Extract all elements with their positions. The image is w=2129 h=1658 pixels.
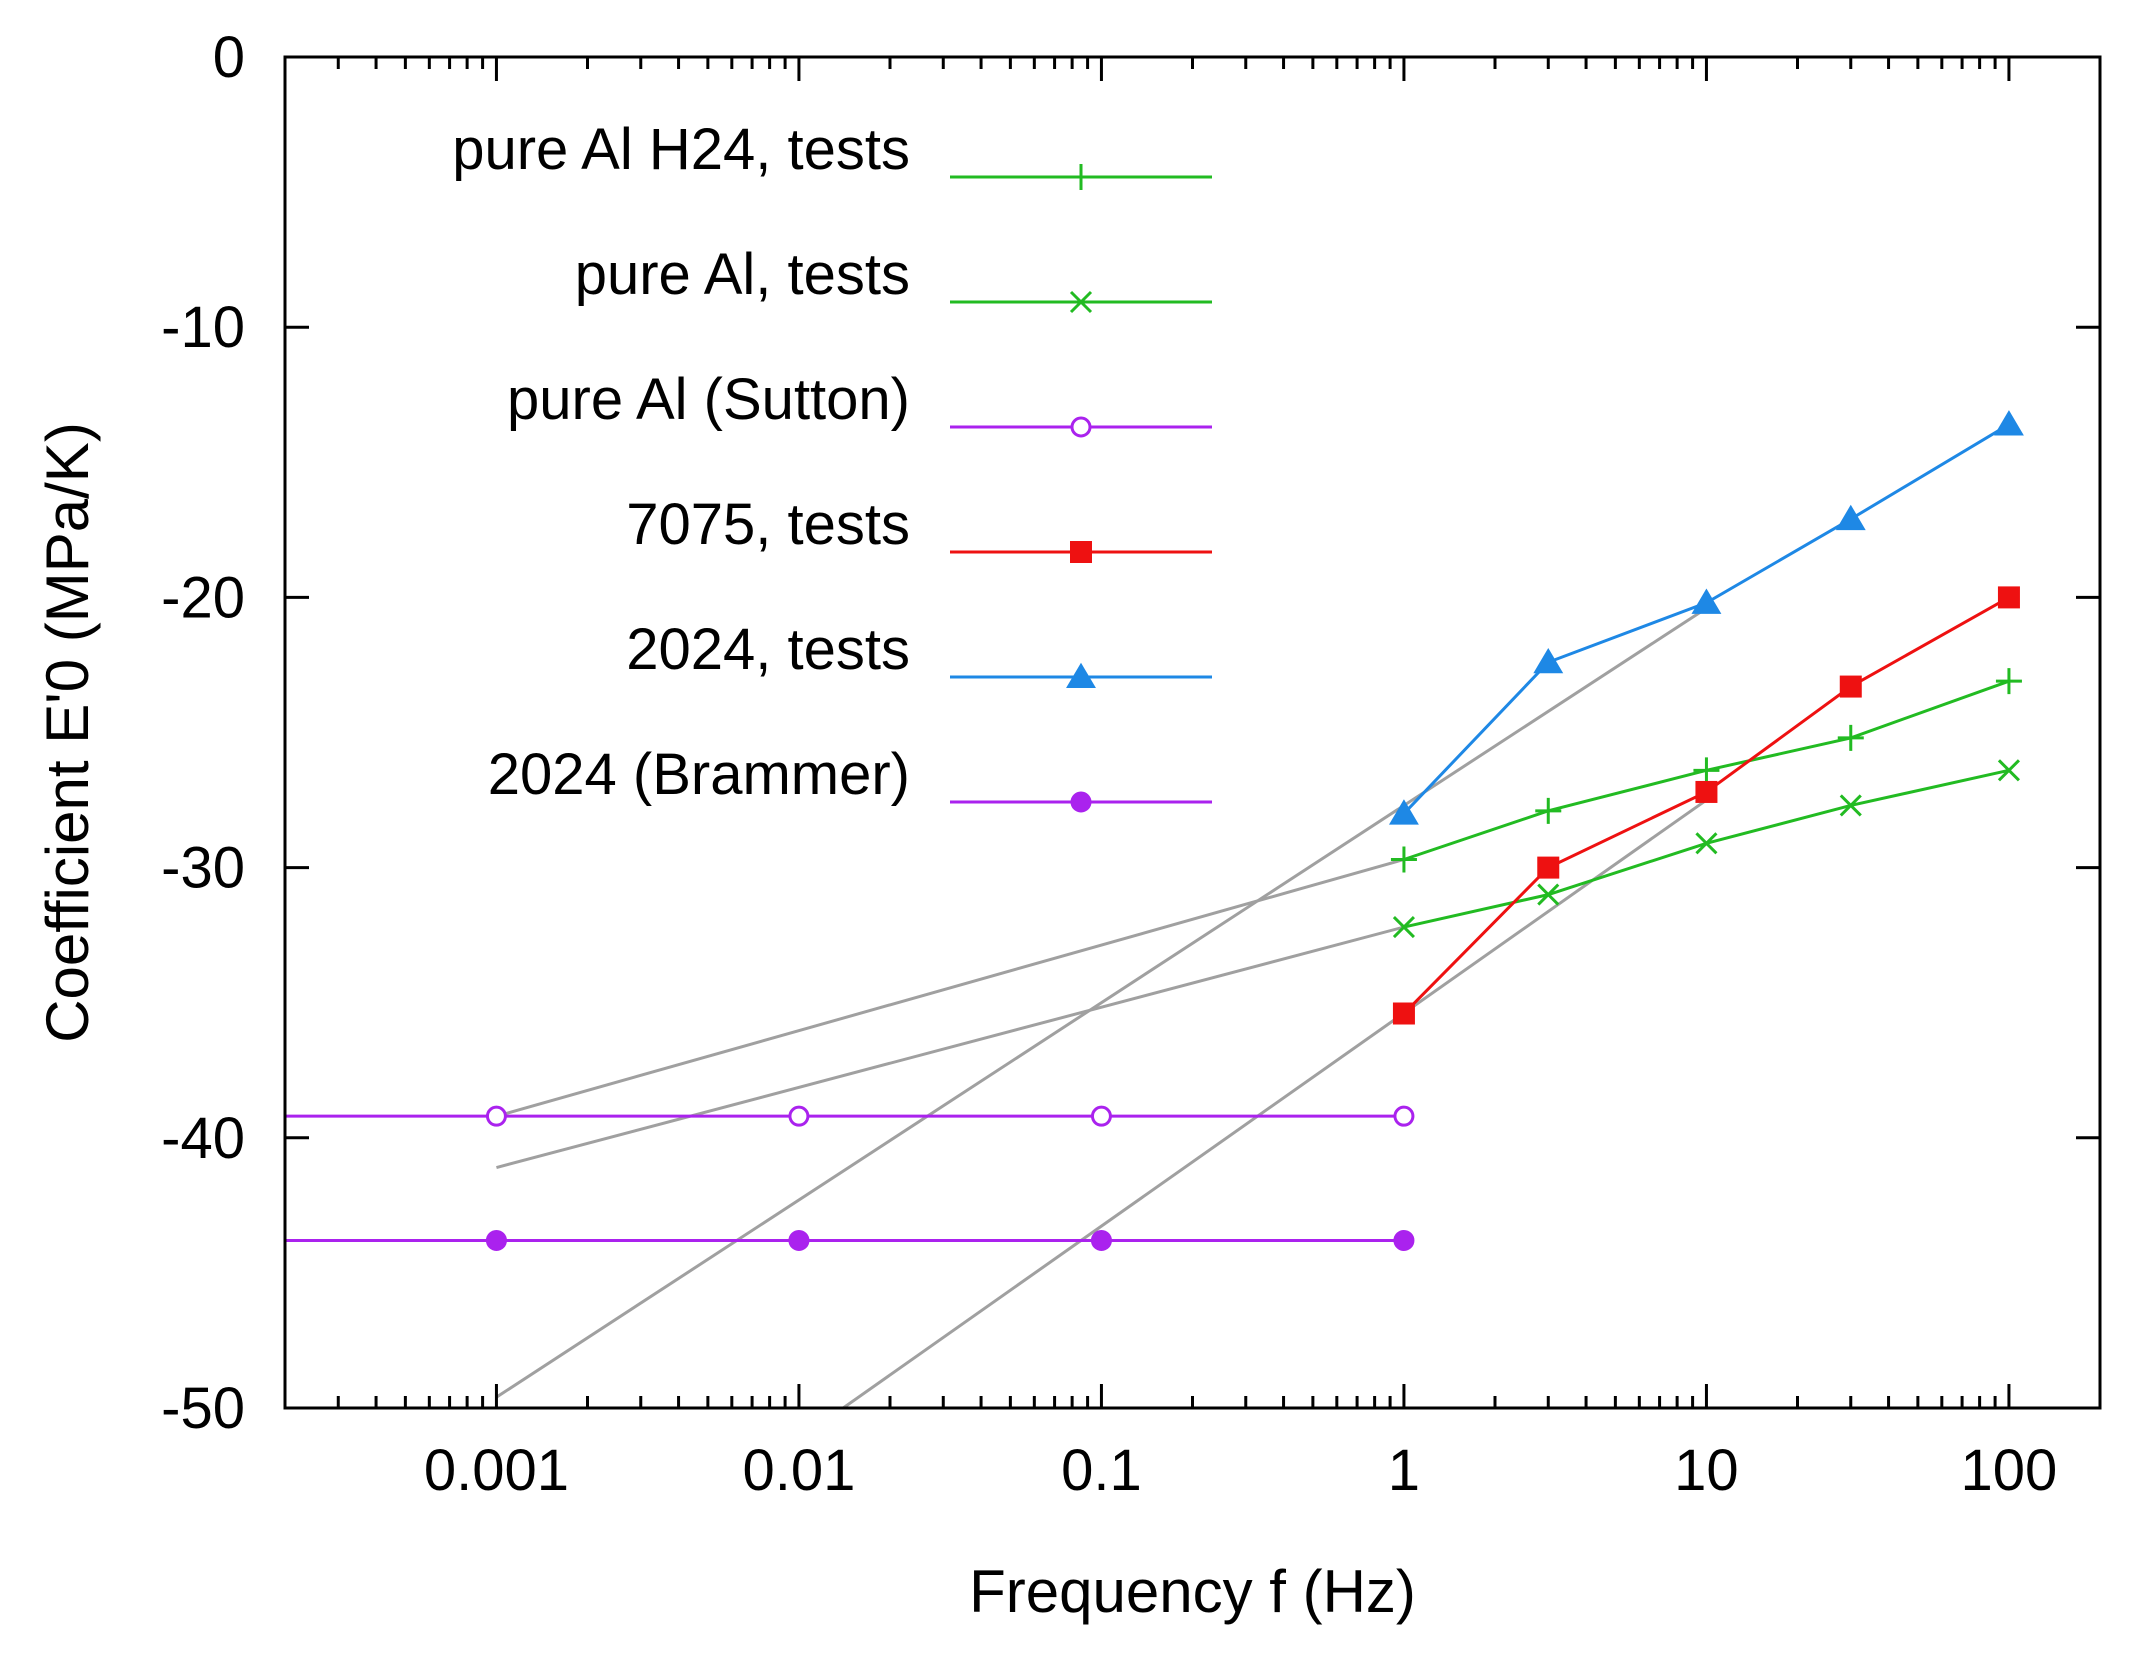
fit-line [496,925,1405,1169]
legend-label: pure Al, tests [575,242,910,307]
series-2 [285,1105,1415,1127]
y-axis-title: Coefficient E'0 (MPa/K) [34,422,101,1043]
square-marker [1392,1002,1415,1025]
filled-circle-marker [1070,791,1092,813]
series-4 [1388,410,2024,825]
legend: pure Al H24, tests pure Al, tests pure Al … [452,117,1212,813]
cross-marker [1392,915,1416,939]
legend-entry: 2024, tests [626,617,1212,689]
triangle-marker [1388,799,1419,825]
legend-entry: pure Al, tests [575,242,1212,314]
triangle-marker [1533,647,1564,674]
plus-marker [1693,757,1720,784]
x-tick-label: 100 [1961,1438,2058,1503]
cross-marker [1069,290,1093,314]
legend-entry: 2024 (Brammer) [488,742,1212,813]
fit-lines [495,606,1708,1410]
plus-marker [1390,846,1417,873]
fit-line [496,858,1405,1118]
filled-circle-marker [1393,1229,1415,1251]
legend-label: pure Al H24, tests [452,117,910,182]
legend-entry: pure Al H24, tests [452,117,1212,190]
x-tick-label: 10 [1674,1438,1739,1503]
triangle-marker [1691,588,1722,614]
x-axis-title: Frequency f (Hz) [969,1558,1416,1625]
open-circle-marker [1393,1105,1415,1127]
triangle-marker [1066,662,1096,689]
x-tick-label: 0.1 [1061,1438,1142,1503]
y-tick-label: 0 [213,25,245,90]
open-circle-marker [1090,1105,1112,1127]
legend-label: 2024 (Brammer) [488,742,910,807]
series-5 [285,1229,1415,1251]
series-3 [1392,586,2020,1025]
plus-marker [1995,668,2022,695]
plus-marker [1837,724,1864,751]
series-line [1402,596,2010,1015]
series-0 [1390,668,2022,873]
legend-entry: 7075, tests [626,492,1212,563]
series-line [1402,423,2010,815]
legend-label: 7075, tests [626,492,910,557]
open-circle-marker [1070,416,1092,438]
legend-label: pure Al (Sutton) [507,367,910,432]
triangle-marker [1835,504,1866,531]
plus-marker [1535,797,1562,824]
filled-circle-marker [788,1229,810,1251]
legend-entry: pure Al (Sutton) [507,367,1212,438]
triangle-marker [1993,410,2024,436]
plus-marker [1068,164,1094,190]
series-layer [285,410,2024,1251]
y-tick-label: -40 [161,1106,245,1171]
plot-frame [283,55,2102,1410]
y-tick-label: -10 [161,295,245,360]
square-marker [1537,856,1560,879]
tick-labels: 0.001 0.01 0.1 1 10 100 0 -10 -20 -30 -40 -50 [161,25,2057,1503]
y-tick-label: -30 [161,836,245,901]
legend-label: 2024, tests [626,617,910,682]
x-tick-label: 1 [1388,1438,1420,1503]
cross-marker [1839,794,1862,817]
series-1 [1392,759,2021,939]
square-marker [1070,541,1092,563]
square-marker [1695,780,1718,803]
y-tick-label: -50 [161,1376,245,1441]
fit-line [842,798,1708,1410]
y-tick-label: -20 [161,565,245,630]
cross-marker [1695,832,1718,855]
filled-circle-marker [485,1229,507,1251]
open-circle-marker [485,1105,507,1127]
open-circle-marker [788,1105,810,1127]
cross-marker [1997,759,2021,782]
fit-line [495,606,1708,1399]
cross-marker [1537,883,1560,906]
axis-ticks [283,55,2102,1410]
square-marker [1997,586,2020,609]
filled-circle-marker [1090,1229,1112,1251]
x-tick-label: 0.01 [742,1438,855,1503]
x-tick-label: 0.001 [424,1438,569,1503]
square-marker [1839,675,1862,698]
